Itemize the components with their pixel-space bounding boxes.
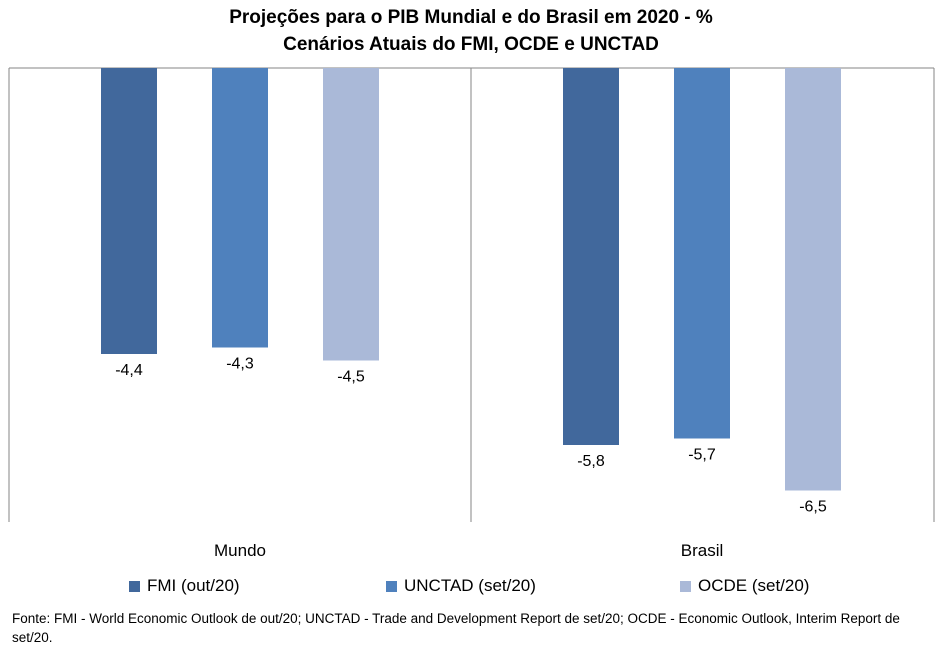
chart-title-line1: Projeções para o PIB Mundial e do Brasil… <box>229 7 713 28</box>
legend-item-fmi: FMI (out/20) <box>129 576 240 596</box>
bar-unctad-mundo <box>212 68 268 348</box>
legend-swatch-fmi <box>129 580 140 592</box>
legend-item-unctad: UNCTAD (set/20) <box>386 576 536 596</box>
chart-title-line2: Cenários Atuais do FMI, OCDE e UNCTAD <box>283 34 659 55</box>
legend-label-unctad: UNCTAD (set/20) <box>404 576 536 595</box>
legend-swatch-unctad <box>386 580 397 592</box>
bar-fmi-brasil <box>563 68 619 445</box>
category-label-brasil: Brasil <box>681 541 724 560</box>
data-label-fmi-mundo: -4,4 <box>115 362 143 379</box>
bar-fmi-mundo <box>101 68 157 354</box>
data-label-ocde-brasil: -6,5 <box>799 499 827 516</box>
legend-item-ocde: OCDE (set/20) <box>680 576 809 596</box>
legend-swatch-ocde <box>680 580 691 592</box>
legend: FMI (out/20) UNCTAD (set/20) OCDE (set/2… <box>0 576 942 598</box>
data-label-unctad-mundo: -4,3 <box>226 356 254 373</box>
legend-label-ocde: OCDE (set/20) <box>698 576 810 595</box>
data-label-fmi-brasil: -5,8 <box>577 453 605 470</box>
data-label-unctad-brasil: -5,7 <box>688 447 716 464</box>
bar-chart: -4,4 -5,8 -4,3 -5,7 -4,5 -6,5 Mundo Brasil <box>8 67 935 560</box>
category-label-mundo: Mundo <box>214 541 266 560</box>
source-note: Fonte: FMI - World Economic Outlook de o… <box>12 611 900 645</box>
bar-ocde-brasil <box>785 68 841 491</box>
bar-unctad-brasil <box>674 68 730 439</box>
legend-label-fmi: FMI (out/20) <box>147 576 240 595</box>
data-label-ocde-mundo: -4,5 <box>337 369 365 386</box>
bar-ocde-mundo <box>323 68 379 361</box>
